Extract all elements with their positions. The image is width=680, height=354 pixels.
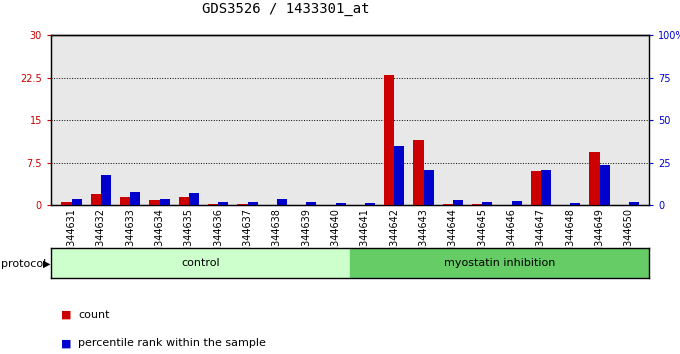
Bar: [306, 202, 316, 205]
Bar: [51, 248, 350, 278]
Bar: [101, 175, 111, 205]
Text: control: control: [182, 258, 220, 268]
Bar: [511, 201, 522, 205]
Bar: [424, 170, 434, 205]
Bar: [453, 200, 463, 205]
Bar: [482, 202, 492, 205]
Text: percentile rank within the sample: percentile rank within the sample: [78, 338, 266, 348]
Bar: [413, 140, 424, 205]
Bar: [160, 199, 170, 205]
Bar: [189, 193, 199, 205]
Bar: [541, 170, 551, 205]
Bar: [150, 200, 160, 205]
Text: myostatin inhibition: myostatin inhibition: [444, 258, 556, 268]
Bar: [248, 202, 258, 205]
Text: ■: ■: [61, 310, 71, 320]
Text: GDS3526 / 1433301_at: GDS3526 / 1433301_at: [202, 2, 369, 16]
Bar: [443, 204, 453, 205]
Text: count: count: [78, 310, 109, 320]
Bar: [629, 202, 639, 205]
Bar: [350, 248, 649, 278]
Bar: [571, 203, 581, 205]
Bar: [472, 204, 482, 205]
Bar: [179, 197, 189, 205]
Text: ▶: ▶: [43, 259, 50, 269]
Bar: [71, 199, 82, 205]
Bar: [90, 194, 101, 205]
Bar: [120, 197, 130, 205]
Bar: [237, 204, 248, 205]
Bar: [365, 203, 375, 205]
Text: protocol: protocol: [1, 259, 46, 269]
Bar: [600, 165, 610, 205]
Bar: [530, 171, 541, 205]
Bar: [218, 202, 228, 205]
Bar: [590, 152, 600, 205]
Bar: [394, 146, 405, 205]
Bar: [130, 192, 141, 205]
Text: ■: ■: [61, 338, 71, 348]
Bar: [384, 75, 394, 205]
Bar: [277, 199, 287, 205]
Bar: [335, 203, 346, 205]
Bar: [208, 204, 218, 205]
Bar: [61, 202, 71, 205]
